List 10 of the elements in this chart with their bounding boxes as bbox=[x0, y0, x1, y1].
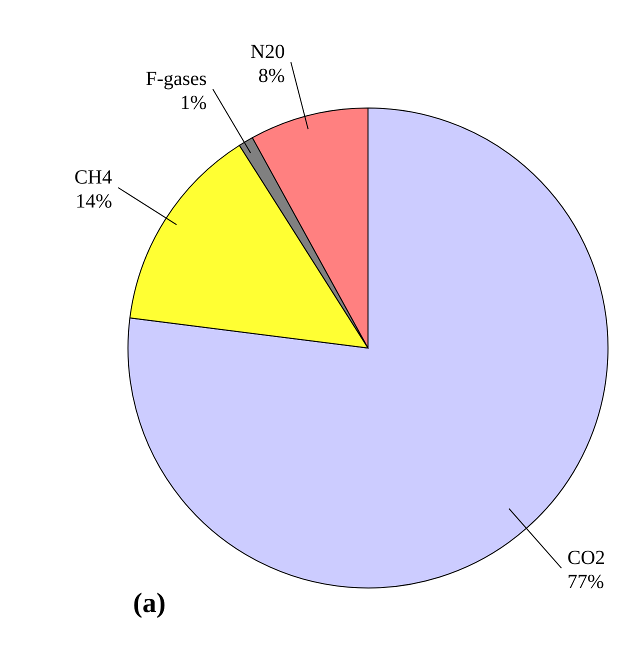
data-label: 8% bbox=[258, 65, 285, 88]
text: (a) bbox=[133, 588, 166, 620]
slice-label: CH4 bbox=[74, 166, 112, 189]
slice-label: F-gases bbox=[146, 68, 208, 90]
slice-label: CO2 bbox=[567, 547, 606, 570]
data-label: 77% bbox=[567, 571, 604, 594]
slice-label: N20 bbox=[250, 41, 285, 64]
data-label: 1% bbox=[180, 92, 207, 114]
pie-slice bbox=[128, 108, 608, 588]
data-label: 14% bbox=[75, 190, 112, 213]
